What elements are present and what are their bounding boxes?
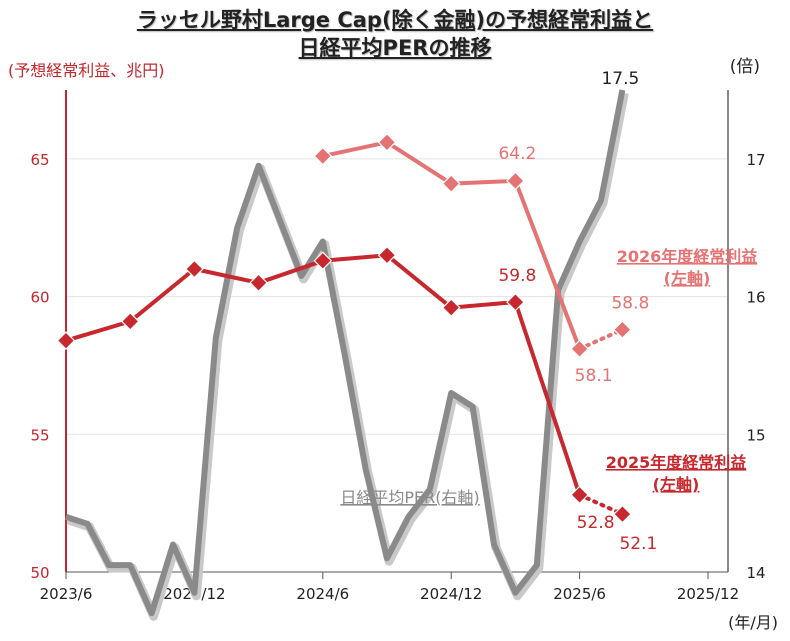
per-data-label: 17.5 [601, 69, 639, 89]
chart-title-line1: ラッセル野村Large Cap(除く金融)の予想経常利益と [136, 8, 654, 32]
chart-title-line2: 日経平均PERの推移 [298, 36, 492, 60]
per-series-line [65, 89, 626, 617]
profit-2026-label-line1: 2026年度経常利益 [617, 247, 758, 266]
profit-2025-data-label: 52.8 [577, 513, 615, 533]
profit-2025-marker [441, 298, 461, 317]
profit-2025-marker [613, 504, 632, 524]
left-tick-label: 55 [30, 426, 49, 444]
profit-2026-forecast-dotted-line [577, 327, 625, 351]
profit-2025-marker [56, 331, 76, 350]
x-tick-label: 2025/6 [553, 585, 606, 603]
left-tick-label: 50 [30, 564, 49, 582]
right-axis-label: (倍) [729, 57, 760, 77]
profit-2026-data-label: 58.8 [611, 294, 649, 314]
profit-2025-marker [313, 251, 333, 271]
right-tick-label: 16 [746, 289, 765, 307]
profit-2025-label-line1: 2025年度経常利益 [606, 453, 747, 472]
profit-2025-marker [185, 259, 204, 279]
profit-2026-marker [570, 339, 589, 359]
per-series-label: 日経平均PER(右軸) [340, 488, 479, 507]
profit-2025-data-label: 59.8 [498, 266, 536, 286]
x-tick-label: 2024/6 [296, 585, 349, 603]
right-tick-label: 14 [746, 564, 765, 582]
x-tick-label: 2025/12 [677, 585, 739, 603]
profit-2025-marker [506, 292, 525, 312]
profit-2025-marker [377, 245, 397, 265]
profit-2026-marker [506, 171, 525, 191]
x-tick-label: 2023/6 [40, 585, 93, 603]
right-tick-label: 15 [746, 426, 765, 444]
profit-2025-marker [120, 312, 140, 331]
left-tick-label: 65 [30, 151, 49, 169]
profit-2026-marker [377, 132, 397, 152]
profit-2025-label-line2: (左軸) [653, 475, 700, 494]
profit-2026-marker [613, 320, 632, 339]
profit-2026-marker [313, 146, 333, 166]
right-tick-label: 17 [746, 151, 765, 169]
x-axis-unit-label: (年/月) [728, 613, 778, 632]
left-axis-label: (予想経常利益、兆円) [8, 61, 165, 80]
x-tick-label: 2024/12 [420, 585, 482, 603]
profit-2025-marker [249, 273, 268, 293]
profit-2025-marker [570, 485, 589, 505]
profit-2026-label-line2: (左軸) [664, 269, 711, 288]
left-tick-label: 60 [30, 289, 49, 307]
profit-2026-line [322, 140, 582, 350]
profit-2026-marker [441, 174, 461, 193]
profit-2025-data-label: 52.1 [619, 534, 657, 554]
profit-2025-line [65, 253, 582, 496]
profit-2026-data-label: 64.2 [498, 144, 536, 164]
profit-2025-forecast-dotted-line [577, 492, 625, 517]
profit-2026-data-label: 58.1 [575, 366, 613, 386]
